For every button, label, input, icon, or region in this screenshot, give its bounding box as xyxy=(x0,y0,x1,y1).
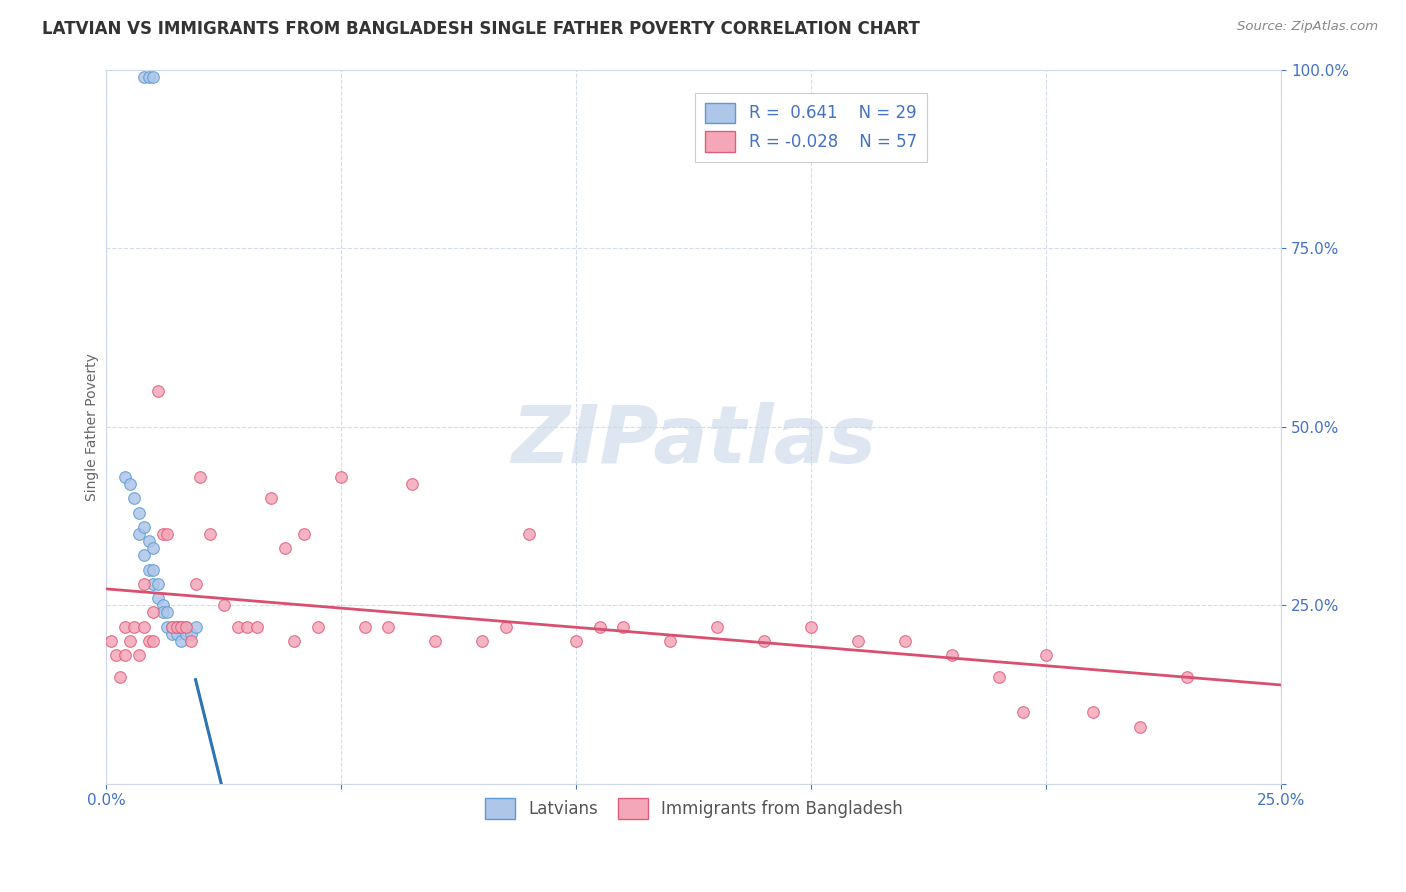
Point xyxy=(124,620,146,634)
Point xyxy=(142,70,165,85)
Point xyxy=(274,541,297,556)
Point xyxy=(142,577,165,591)
Point xyxy=(1175,670,1198,684)
Point xyxy=(1081,706,1104,720)
Point xyxy=(941,648,963,663)
Point xyxy=(138,634,160,648)
Y-axis label: Single Father Poverty: Single Father Poverty xyxy=(86,353,100,500)
Legend: Latvians, Immigrants from Bangladesh: Latvians, Immigrants from Bangladesh xyxy=(478,792,910,825)
Point xyxy=(846,634,869,648)
Point xyxy=(425,634,447,648)
Point xyxy=(132,520,155,534)
Point xyxy=(401,477,423,491)
Point xyxy=(160,620,183,634)
Point xyxy=(236,620,259,634)
Point xyxy=(706,620,728,634)
Point xyxy=(170,620,193,634)
Point xyxy=(118,634,141,648)
Point xyxy=(128,506,150,520)
Point xyxy=(1035,648,1057,663)
Point xyxy=(330,470,353,484)
Point xyxy=(146,577,169,591)
Point xyxy=(894,634,917,648)
Point xyxy=(800,620,823,634)
Point xyxy=(166,620,188,634)
Point xyxy=(198,527,221,541)
Point xyxy=(353,620,375,634)
Point xyxy=(100,634,122,648)
Point xyxy=(152,527,174,541)
Point xyxy=(495,620,517,634)
Point xyxy=(988,670,1011,684)
Point xyxy=(156,527,179,541)
Point xyxy=(517,527,540,541)
Point xyxy=(260,491,283,506)
Point xyxy=(128,648,150,663)
Point xyxy=(152,606,174,620)
Point xyxy=(612,620,634,634)
Point xyxy=(170,620,193,634)
Point xyxy=(184,620,207,634)
Point xyxy=(128,527,150,541)
Text: ZIPatlas: ZIPatlas xyxy=(512,402,876,480)
Point xyxy=(307,620,329,634)
Point xyxy=(166,627,188,641)
Point xyxy=(118,477,141,491)
Point xyxy=(180,627,202,641)
Point xyxy=(110,670,132,684)
Point xyxy=(114,648,136,663)
Point xyxy=(104,648,127,663)
Point xyxy=(142,634,165,648)
Point xyxy=(246,620,269,634)
Point xyxy=(1129,720,1152,734)
Point xyxy=(160,620,183,634)
Point xyxy=(174,620,197,634)
Point xyxy=(188,470,211,484)
Point xyxy=(132,70,155,85)
Point xyxy=(170,634,193,648)
Point xyxy=(124,491,146,506)
Point xyxy=(138,70,160,85)
Point xyxy=(377,620,399,634)
Point xyxy=(146,591,169,606)
Point xyxy=(292,527,315,541)
Point xyxy=(132,549,155,563)
Point xyxy=(138,563,160,577)
Point xyxy=(659,634,682,648)
Point xyxy=(156,606,179,620)
Point xyxy=(212,599,235,613)
Text: LATVIAN VS IMMIGRANTS FROM BANGLADESH SINGLE FATHER POVERTY CORRELATION CHART: LATVIAN VS IMMIGRANTS FROM BANGLADESH SI… xyxy=(42,20,920,37)
Point xyxy=(142,541,165,556)
Point xyxy=(166,620,188,634)
Point xyxy=(565,634,588,648)
Point xyxy=(283,634,305,648)
Point xyxy=(226,620,249,634)
Point xyxy=(1011,706,1033,720)
Point xyxy=(160,627,183,641)
Point xyxy=(589,620,612,634)
Point xyxy=(180,634,202,648)
Point xyxy=(142,606,165,620)
Text: Source: ZipAtlas.com: Source: ZipAtlas.com xyxy=(1237,20,1378,33)
Point xyxy=(471,634,494,648)
Point xyxy=(156,620,179,634)
Point xyxy=(132,577,155,591)
Point xyxy=(166,620,188,634)
Point xyxy=(138,534,160,549)
Point xyxy=(184,577,207,591)
Point xyxy=(174,627,197,641)
Point xyxy=(754,634,776,648)
Point xyxy=(174,620,197,634)
Point xyxy=(114,620,136,634)
Point xyxy=(132,620,155,634)
Point xyxy=(152,599,174,613)
Point xyxy=(146,384,169,399)
Point xyxy=(114,470,136,484)
Point xyxy=(142,563,165,577)
